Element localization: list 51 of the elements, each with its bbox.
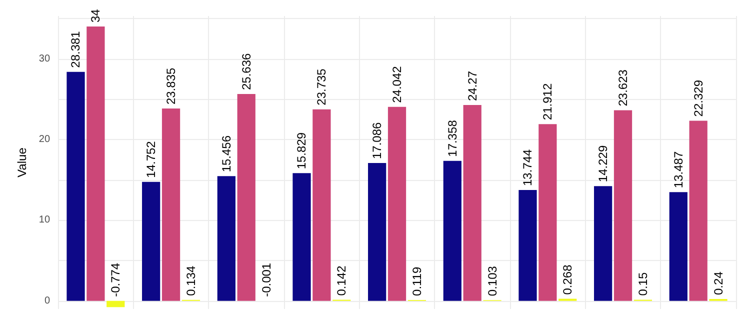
bar [86,26,105,301]
data-label: -0.001 [259,262,274,297]
y-axis-title: Value [15,147,29,178]
bar [237,94,256,301]
bar [669,192,688,301]
bar [689,120,708,301]
data-label: 13.744 [520,148,535,186]
bar [66,72,85,301]
y-tick-label: 30 [38,53,50,64]
bar [538,124,557,301]
data-label: 21.912 [540,83,555,120]
data-label: 34 [88,8,103,22]
bar [614,110,632,301]
bar [388,106,406,301]
bar [463,105,482,301]
y-tick-label: 20 [38,134,50,145]
data-label: 25.636 [239,52,254,90]
data-label: 0.268 [560,264,575,295]
data-label: 23.835 [164,68,178,105]
bar [312,109,331,301]
bar [292,173,311,301]
data-label: 0.142 [334,265,349,296]
data-label: 17.358 [445,120,460,157]
bar [518,190,537,301]
data-label: 0.15 [636,272,650,296]
data-label: 24.042 [390,66,404,103]
y-tick-label: 0 [44,295,50,306]
data-label: 0.134 [184,265,198,296]
data-label: 0.119 [410,266,424,296]
y-tick-label: 10 [38,214,50,226]
bar [106,300,125,308]
data-label: 17.086 [370,122,384,160]
bar [443,160,462,301]
data-label: 24.27 [465,70,480,102]
data-label: -0.774 [108,262,123,297]
bar [368,163,386,301]
data-label: 0.24 [711,271,726,295]
bar [142,182,160,301]
data-label: 14.752 [144,140,158,178]
data-label: 22.329 [691,80,706,117]
bar [162,108,180,301]
data-label: 13.487 [671,151,686,188]
data-label: 23.623 [616,69,630,106]
data-label: 23.735 [314,68,329,106]
data-label: 14.229 [596,145,610,182]
data-label: 28.381 [68,30,83,68]
bar [594,186,612,301]
bar [217,176,236,301]
data-label: 0.103 [485,266,500,296]
data-label: 15.456 [219,135,234,172]
data-label: 15.829 [294,132,309,170]
